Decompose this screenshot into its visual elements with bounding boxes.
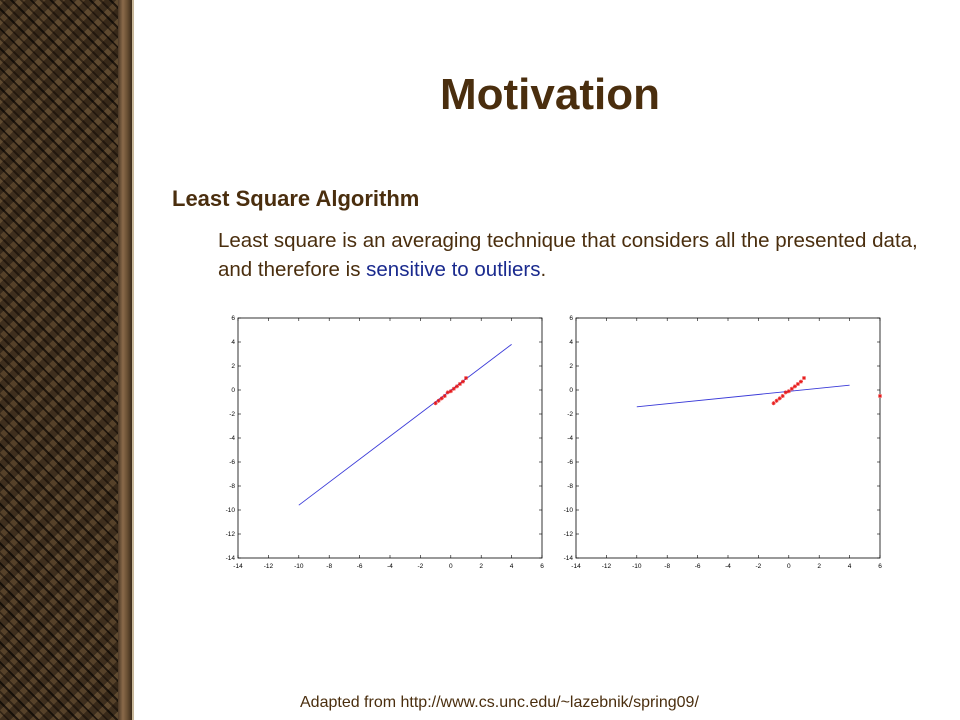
data-point bbox=[878, 394, 882, 398]
body-text-part2: . bbox=[540, 258, 547, 281]
x-tick-label: 4 bbox=[510, 563, 514, 570]
y-tick-label: 6 bbox=[231, 315, 235, 322]
data-point bbox=[792, 384, 797, 389]
x-tick-label: -8 bbox=[326, 563, 332, 570]
x-tick-label: -6 bbox=[695, 563, 701, 570]
data-point bbox=[771, 401, 776, 406]
data-point bbox=[786, 389, 791, 394]
data-point bbox=[464, 376, 468, 380]
data-point bbox=[460, 379, 465, 384]
y-tick-label: 6 bbox=[569, 315, 573, 322]
y-tick-label: -6 bbox=[567, 459, 573, 466]
x-tick-label: -10 bbox=[632, 563, 642, 570]
x-tick-label: -6 bbox=[357, 563, 363, 570]
slide-subtitle: Least Square Algorithm bbox=[172, 186, 420, 211]
y-tick-label: -14 bbox=[226, 555, 236, 562]
plot-with-outlier: -14 -12 -10 -8 -6 -4 -2 0 2 4 6 -14 -12 -10 -8 -6 -4 -2 0 2… bbox=[560, 314, 882, 572]
data-point bbox=[439, 396, 444, 401]
x-tick-label: 6 bbox=[878, 563, 882, 570]
data-point bbox=[457, 382, 462, 386]
chart-svg: -14 -12 -10 -8 -6 -4 -2 0 2 4 6 -14 -12 -10 -8 -6 -4 -2 0 2… bbox=[226, 315, 544, 570]
data-point bbox=[802, 376, 806, 380]
data-point bbox=[798, 379, 803, 384]
y-tick-label: -12 bbox=[564, 531, 574, 538]
x-tick-label: 0 bbox=[787, 563, 791, 570]
y-tick-label: 0 bbox=[231, 387, 235, 394]
plot-without-outlier: -14 -12 -10 -8 -6 -4 -2 0 2 4 6 -14 -12 -10 -8 -6 -4 -2 0 2… bbox=[222, 314, 544, 572]
data-point bbox=[454, 384, 459, 389]
plot-frame bbox=[237, 317, 543, 559]
data-point bbox=[451, 386, 456, 391]
fit-line bbox=[636, 384, 850, 408]
y-tick-label: 4 bbox=[569, 339, 573, 346]
chart-svg: -14 -12 -10 -8 -6 -4 -2 0 2 4 6 -14 -12 -10 -8 -6 -4 -2 0 2… bbox=[564, 315, 882, 570]
data-point bbox=[448, 389, 453, 394]
y-tick-label: 2 bbox=[569, 363, 573, 370]
border-bar bbox=[118, 0, 132, 720]
y-tick-label: -10 bbox=[226, 507, 236, 514]
body-text-part1: Least square is an averaging technique t… bbox=[218, 229, 918, 281]
x-tick-label: 6 bbox=[540, 563, 544, 570]
x-tick-label: -8 bbox=[664, 563, 670, 570]
y-tick-label: -12 bbox=[226, 531, 236, 538]
y-tick-label: -8 bbox=[567, 483, 573, 490]
data-point bbox=[777, 396, 782, 401]
y-tick-label: -10 bbox=[564, 507, 574, 514]
plot-frame bbox=[575, 317, 881, 559]
y-tick-label: 2 bbox=[231, 363, 235, 370]
data-point bbox=[780, 394, 785, 398]
y-tick-label: 4 bbox=[231, 339, 235, 346]
x-tick-label: -12 bbox=[264, 563, 274, 570]
y-tick-label: -2 bbox=[567, 411, 573, 418]
body-highlight: sensitive to outliers bbox=[366, 258, 541, 281]
y-tick-label: -4 bbox=[567, 435, 573, 442]
y-tick-label: -2 bbox=[229, 411, 235, 418]
border-edge bbox=[132, 0, 134, 720]
data-point bbox=[436, 398, 441, 403]
y-tick-label: 0 bbox=[569, 387, 573, 394]
data-point bbox=[795, 382, 800, 386]
data-point bbox=[774, 398, 779, 403]
x-tick-label: -14 bbox=[233, 563, 243, 570]
slide-title: Motivation bbox=[440, 70, 660, 119]
data-point bbox=[442, 394, 447, 398]
x-tick-label: -2 bbox=[418, 563, 424, 570]
x-tick-label: 4 bbox=[848, 563, 852, 570]
x-tick-label: 2 bbox=[479, 563, 483, 570]
slide-body: Least square is an averaging technique t… bbox=[218, 226, 918, 284]
woven-border bbox=[0, 0, 126, 720]
slide-footer: Adapted from http://www.cs.unc.edu/~laze… bbox=[300, 694, 699, 711]
y-tick-label: -14 bbox=[564, 555, 574, 562]
data-point bbox=[445, 390, 450, 395]
data-point bbox=[433, 401, 438, 406]
x-tick-label: -4 bbox=[725, 563, 731, 570]
x-tick-label: 0 bbox=[449, 563, 453, 570]
y-tick-label: -4 bbox=[229, 435, 235, 442]
data-point bbox=[783, 390, 788, 395]
x-tick-label: -4 bbox=[387, 563, 393, 570]
x-tick-label: 2 bbox=[817, 563, 821, 570]
x-tick-label: -14 bbox=[571, 563, 581, 570]
fit-line bbox=[298, 344, 512, 506]
x-tick-label: -12 bbox=[602, 563, 612, 570]
x-tick-label: -10 bbox=[294, 563, 304, 570]
data-point bbox=[789, 386, 794, 391]
y-tick-label: -8 bbox=[229, 483, 235, 490]
x-tick-label: -2 bbox=[756, 563, 762, 570]
y-tick-label: -6 bbox=[229, 459, 235, 466]
